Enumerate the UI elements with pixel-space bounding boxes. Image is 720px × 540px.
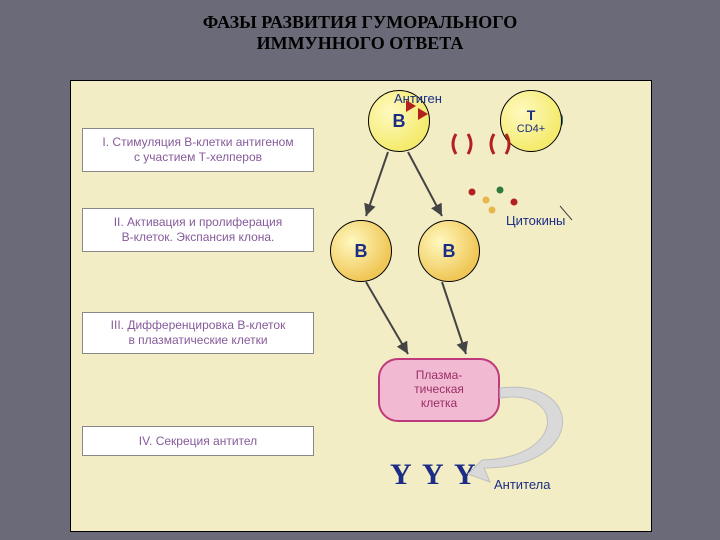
t-cell-label-top: T bbox=[517, 107, 545, 123]
t-cell-label-wrap: T CD4+ bbox=[517, 107, 545, 135]
b-cell-top-label: B bbox=[393, 111, 406, 132]
phase-text-3: III. Дифференцировка В-клеток в плазмати… bbox=[111, 318, 286, 348]
plasma-cell: Плазма- тическая клетка bbox=[378, 358, 500, 422]
phase-box-2: II. Активация и пролиферация В-клеток. Э… bbox=[82, 208, 314, 252]
phase-text-1: I. Стимуляция В-клетки антигеном с участ… bbox=[102, 135, 293, 165]
antibody-3: Y bbox=[454, 458, 476, 492]
t-cell-label-bot: CD4+ bbox=[517, 123, 545, 135]
b-cell-left: B bbox=[330, 220, 392, 282]
antibody-2: Y bbox=[422, 458, 444, 492]
b-cell-left-label: B bbox=[355, 241, 368, 262]
slide: ФАЗЫ РАЗВИТИЯ ГУМОРАЛЬНОГО ИММУННОГО ОТВ… bbox=[0, 0, 720, 540]
plasma-cell-label: Плазма- тическая клетка bbox=[414, 369, 464, 410]
b-cell-right-label: B bbox=[443, 241, 456, 262]
phase-box-4: IV. Секреция антител bbox=[82, 426, 314, 456]
antibody-1: Y bbox=[390, 458, 412, 492]
b-cell-right: B bbox=[418, 220, 480, 282]
cytokines-label: Цитокины bbox=[506, 214, 565, 228]
slide-title: ФАЗЫ РАЗВИТИЯ ГУМОРАЛЬНОГО ИММУННОГО ОТВ… bbox=[0, 12, 720, 54]
phase-text-2: II. Активация и пролиферация В-клеток. Э… bbox=[114, 215, 283, 245]
phase-box-1: I. Стимуляция В-клетки антигеном с участ… bbox=[82, 128, 314, 172]
antibodies-label: Антитела bbox=[494, 478, 551, 492]
phase-text-4: IV. Секреция антител bbox=[139, 434, 257, 449]
phase-box-3: III. Дифференцировка В-клеток в плазмати… bbox=[82, 312, 314, 354]
t-cell-cd4: T CD4+ bbox=[500, 90, 562, 152]
antigen-label: Антиген bbox=[394, 92, 442, 106]
